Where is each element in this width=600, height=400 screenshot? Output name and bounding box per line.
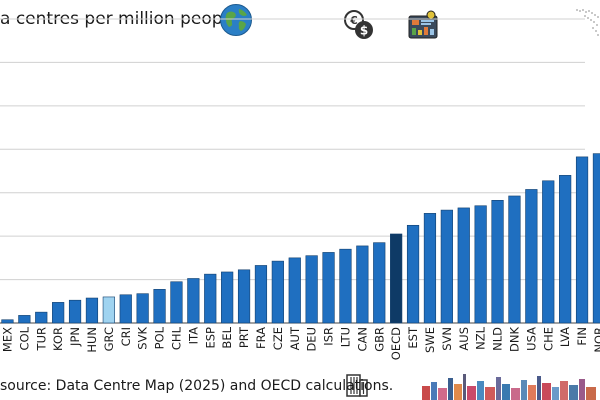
bar-grc bbox=[102, 296, 115, 324]
bar-che bbox=[542, 180, 555, 324]
bar-can bbox=[356, 245, 369, 324]
globe-icon bbox=[220, 4, 252, 36]
x-tick-label-jpn: JPN bbox=[68, 327, 82, 347]
bar-jpn bbox=[68, 299, 82, 324]
x-tick-label-tur: TUR bbox=[34, 327, 48, 351]
x-tick-label-isr: ISR bbox=[322, 327, 336, 346]
x-tick-label-fin: FIN bbox=[575, 327, 589, 346]
bar-swe bbox=[423, 213, 437, 324]
x-tick-label-dnk: DNK bbox=[507, 327, 521, 352]
bar-ltu bbox=[339, 248, 352, 324]
bar-gbr bbox=[373, 242, 386, 324]
world-map-icon bbox=[576, 9, 599, 36]
x-tick-label-fra: FRA bbox=[254, 327, 268, 349]
bar-dnk bbox=[508, 195, 521, 324]
bar-lva bbox=[559, 175, 572, 324]
x-tick-label-nzl: NZL bbox=[474, 326, 488, 349]
source-note: source: Data Centre Map (2025) and OECD … bbox=[0, 378, 394, 394]
bar-oecd bbox=[390, 233, 403, 324]
city-skyline-icon bbox=[422, 374, 596, 400]
bar-esp bbox=[204, 273, 217, 324]
x-tick-label-nld: NLD bbox=[491, 327, 505, 351]
bar-ita bbox=[187, 278, 200, 324]
x-tick-label-can: CAN bbox=[355, 327, 369, 352]
x-tick-label-grc: GRC bbox=[102, 327, 116, 351]
x-tick-label-lva: LVA bbox=[558, 327, 572, 347]
x-tick-label-nor: NOR bbox=[592, 327, 600, 353]
x-tick-label-mex: MEX bbox=[0, 327, 14, 352]
bar-kor bbox=[52, 302, 65, 324]
x-tick-label-est: EST bbox=[406, 326, 420, 349]
bar-mex bbox=[1, 319, 14, 324]
bar-hun bbox=[85, 297, 99, 324]
x-tick-label-svk: SVK bbox=[136, 327, 150, 350]
bar-fra bbox=[254, 265, 268, 324]
x-tick-label-cri: CRI bbox=[119, 327, 133, 346]
x-tick-label-usa: USA bbox=[524, 327, 538, 351]
bar-aut bbox=[288, 257, 301, 324]
bar-pol bbox=[153, 289, 166, 324]
bar-cri bbox=[119, 294, 132, 324]
x-tick-label-aut: AUT bbox=[288, 326, 302, 350]
x-tick-label-swe: SWE bbox=[423, 327, 437, 353]
x-tick-label-chl: CHL bbox=[169, 326, 183, 350]
svg-text:$: $ bbox=[360, 24, 368, 38]
bar-chart: MEX COL TUR KOR JPN HUN GRC CRI SVK POL CHL ITA ESP B… bbox=[0, 18, 600, 360]
currency-exchange-icon: € $ bbox=[344, 10, 373, 39]
x-tick-label-che: CHE bbox=[541, 327, 555, 351]
bar-svk bbox=[136, 293, 149, 324]
x-tick-label-bel: BEL bbox=[220, 326, 234, 348]
bar-cze bbox=[271, 260, 284, 324]
x-tick-label-esp: ESP bbox=[203, 327, 217, 349]
bar-aus bbox=[457, 207, 470, 324]
bar-isr bbox=[322, 252, 335, 324]
svg-text:€: € bbox=[349, 14, 358, 27]
x-tick-label-svn: SVN bbox=[440, 327, 454, 351]
bar-prt bbox=[237, 269, 251, 324]
x-tick-label-oecd: OECD bbox=[389, 327, 403, 360]
bar-bel bbox=[221, 271, 234, 324]
building-icon bbox=[346, 374, 368, 397]
x-tick-label-col: COL bbox=[17, 326, 31, 350]
bar-usa bbox=[525, 189, 538, 324]
data-dashboard-icon bbox=[408, 10, 438, 39]
bar-col bbox=[18, 315, 31, 324]
bar-nld bbox=[491, 200, 504, 324]
bar-est bbox=[406, 224, 420, 324]
x-tick-label-kor: KOR bbox=[51, 327, 65, 351]
x-tick-label-prt: PRT bbox=[237, 326, 251, 348]
x-tick-label-ltu: LTU bbox=[338, 327, 352, 347]
bar-nzl bbox=[474, 205, 487, 324]
x-tick-label-gbr: GBR bbox=[372, 327, 386, 352]
x-tick-label-ita: ITA bbox=[186, 327, 200, 345]
x-tick-label-hun: HUN bbox=[85, 327, 99, 353]
bar-tur bbox=[35, 311, 48, 324]
bar-chl bbox=[170, 281, 183, 324]
bar-nor bbox=[592, 153, 600, 324]
x-tick-label-deu: DEU bbox=[305, 327, 319, 352]
x-tick-label-aus: AUS bbox=[457, 327, 471, 351]
x-tick-label-pol: POL bbox=[153, 326, 167, 349]
bar-fin bbox=[575, 156, 589, 324]
x-tick-label-cze: CZE bbox=[271, 327, 285, 350]
bar-deu bbox=[305, 255, 318, 324]
bar-svn bbox=[440, 209, 453, 324]
